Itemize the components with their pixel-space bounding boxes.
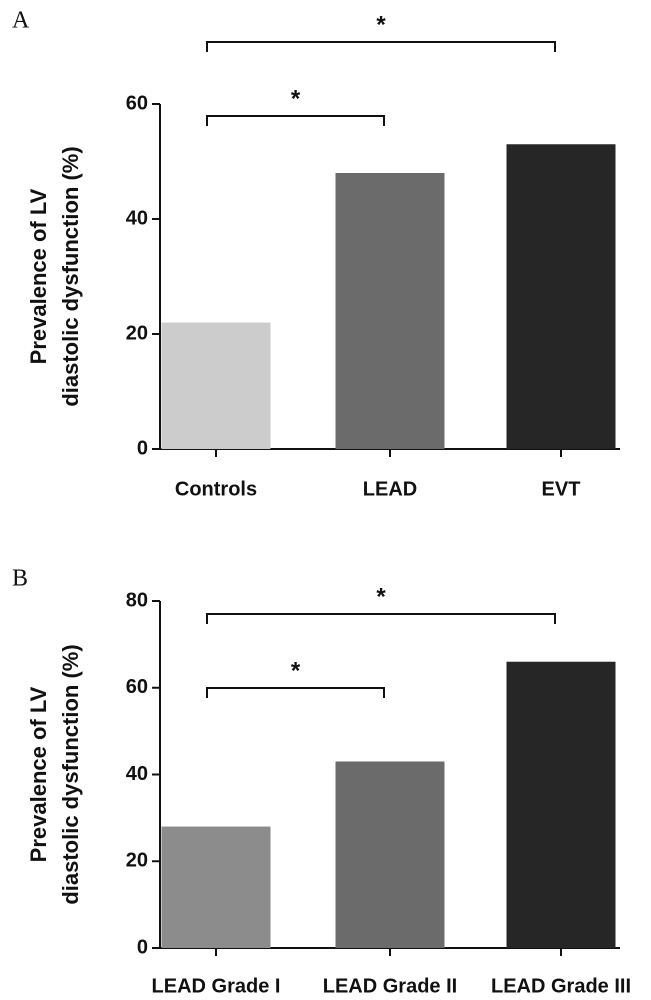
y-tick-label: 60 [126, 676, 148, 698]
significance-bracket [206, 613, 556, 624]
x-tick-label: LEAD Grade III [491, 975, 631, 997]
y-tick-label: 0 [137, 437, 148, 459]
x-tick-label: LEAD [363, 478, 417, 500]
bar [335, 761, 445, 948]
bar [335, 173, 445, 449]
significance-star: * [291, 85, 301, 112]
y-axis-label: Prevalence of LV [26, 686, 51, 862]
y-tick-label: 20 [126, 322, 148, 344]
x-tick-label: Controls [175, 478, 257, 500]
x-tick-label: EVT [542, 478, 581, 500]
y-tick-label: 80 [126, 589, 148, 611]
y-axis-label: diastolic dysfunction (%) [58, 146, 83, 406]
y-axis-label: Prevalence of LV [26, 188, 51, 364]
significance-bracket [206, 41, 556, 52]
bar [506, 144, 616, 449]
bar [161, 826, 271, 948]
y-axis-label: diastolic dysfunction (%) [58, 644, 83, 904]
significance-bracket [206, 687, 385, 698]
significance-star: * [376, 583, 386, 610]
bar [506, 661, 616, 948]
y-tick-label: 40 [126, 207, 148, 229]
y-tick-label: 0 [137, 936, 148, 958]
x-tick-label: LEAD Grade I [152, 975, 281, 997]
panel-label: A [12, 8, 30, 34]
significance-bracket [206, 115, 385, 126]
bar [161, 322, 271, 449]
x-tick-label: LEAD Grade II [323, 975, 457, 997]
significance-star: * [376, 11, 386, 38]
y-tick-label: 20 [126, 850, 148, 872]
y-tick-label: 40 [126, 763, 148, 785]
y-tick-label: 60 [126, 92, 148, 114]
significance-star: * [291, 657, 301, 684]
panel-label: B [12, 566, 28, 592]
